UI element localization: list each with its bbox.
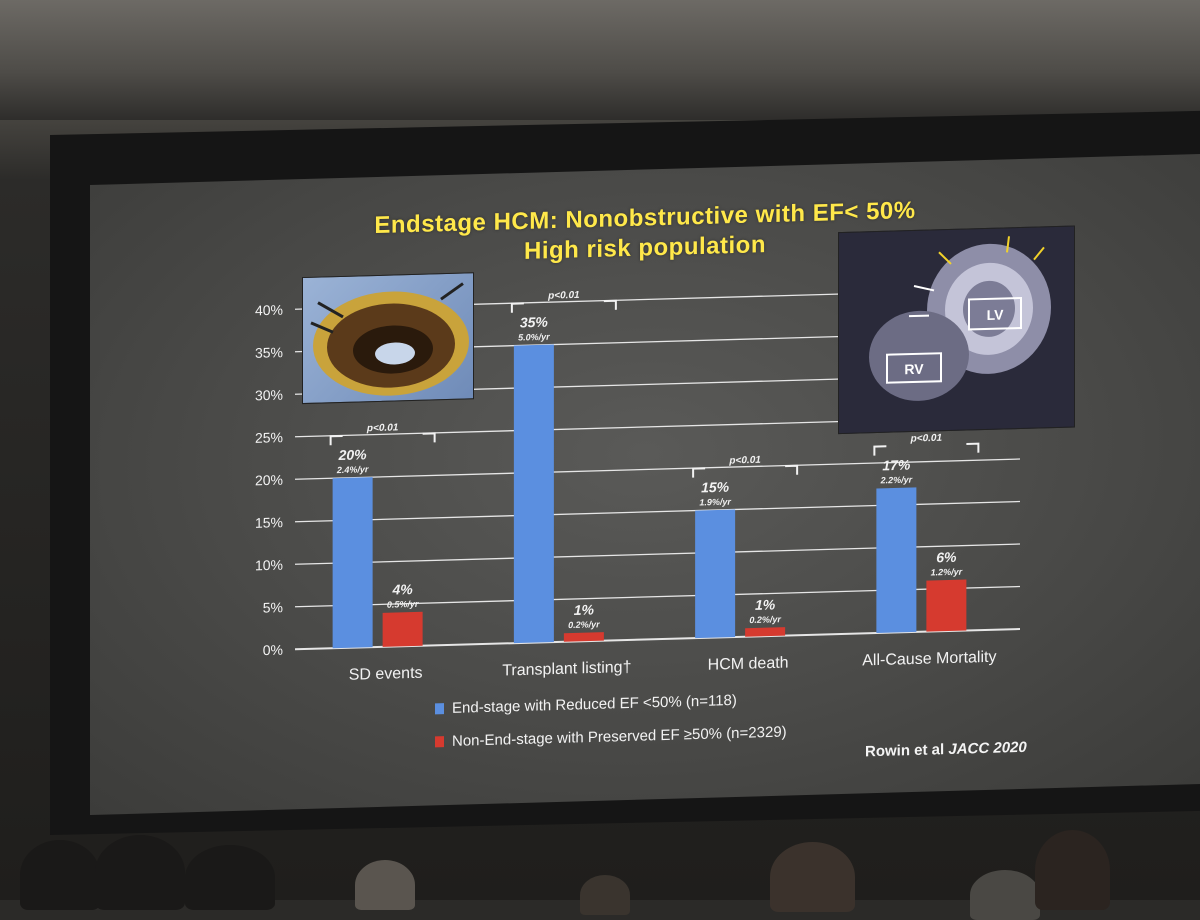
y-tick-label: 0% xyxy=(263,642,283,659)
p-value-label: p<0.01 xyxy=(910,433,943,445)
rate-label: 0.2%/yr xyxy=(749,614,781,625)
data-label: 20% xyxy=(338,446,368,463)
bar xyxy=(513,344,554,644)
citation-journal: JACC 2020 xyxy=(948,738,1027,759)
cardiac-mri-image: LV RV xyxy=(838,225,1075,435)
gridline xyxy=(295,458,1020,480)
y-tick-label: 25% xyxy=(255,429,283,446)
y-tick-label: 40% xyxy=(255,302,283,319)
data-label: 6% xyxy=(936,549,957,566)
rate-label: 5.0%/yr xyxy=(518,332,550,343)
x-category-label: Transplant listing† xyxy=(502,659,631,680)
bar xyxy=(563,632,604,642)
y-tick-label: 20% xyxy=(255,472,283,489)
data-label: 4% xyxy=(392,581,414,598)
rate-label: 1.2%/yr xyxy=(931,567,963,578)
significance-bracket xyxy=(510,302,524,313)
bar xyxy=(382,611,423,647)
citation-authors: Rowin et al xyxy=(865,741,945,761)
bar xyxy=(332,477,373,649)
y-tick-label: 35% xyxy=(255,344,283,361)
rate-label: 2.4%/yr xyxy=(336,464,369,475)
mri-lv-label: LV xyxy=(987,306,1005,322)
bar xyxy=(745,627,786,637)
bar xyxy=(695,509,736,639)
significance-bracket xyxy=(785,464,799,475)
legend-swatch-blue xyxy=(435,703,444,715)
significance-bracket xyxy=(692,467,706,478)
p-value-label: p<0.01 xyxy=(547,290,580,302)
heart-pathology-image xyxy=(302,272,474,405)
data-label: 35% xyxy=(520,314,549,331)
y-tick-label: 10% xyxy=(255,557,283,574)
data-label: 1% xyxy=(755,596,776,613)
significance-bracket xyxy=(329,434,343,446)
y-tick-label: 5% xyxy=(263,599,283,616)
significance-bracket xyxy=(422,432,436,443)
data-label: 1% xyxy=(574,601,595,618)
rate-label: 0.2%/yr xyxy=(568,619,600,630)
rate-label: 1.9%/yr xyxy=(699,497,731,508)
x-category-label: All-Cause Mortality xyxy=(862,649,996,670)
p-value-label: p<0.01 xyxy=(728,455,761,467)
ceiling xyxy=(0,0,1200,120)
significance-bracket xyxy=(873,445,887,456)
data-label: 15% xyxy=(701,479,730,496)
x-category-label: SD events xyxy=(349,665,423,684)
data-label: 17% xyxy=(882,457,911,474)
bar xyxy=(876,487,917,634)
significance-bracket xyxy=(966,442,980,453)
bar xyxy=(926,579,967,632)
p-value-label: p<0.01 xyxy=(366,422,399,434)
x-category-label: HCM death xyxy=(708,654,789,673)
audience-silhouettes xyxy=(0,830,1200,920)
legend-swatch-red xyxy=(435,736,444,748)
significance-bracket xyxy=(603,299,617,310)
rate-label: 2.2%/yr xyxy=(880,475,913,486)
presentation-slide: Endstage HCM: Nonobstructive with EF< 50… xyxy=(90,153,1200,816)
rate-label: 0.5%/yr xyxy=(387,599,419,610)
mri-rv-label: RV xyxy=(904,361,924,378)
y-tick-label: 30% xyxy=(255,387,283,404)
y-tick-label: 15% xyxy=(255,514,283,531)
